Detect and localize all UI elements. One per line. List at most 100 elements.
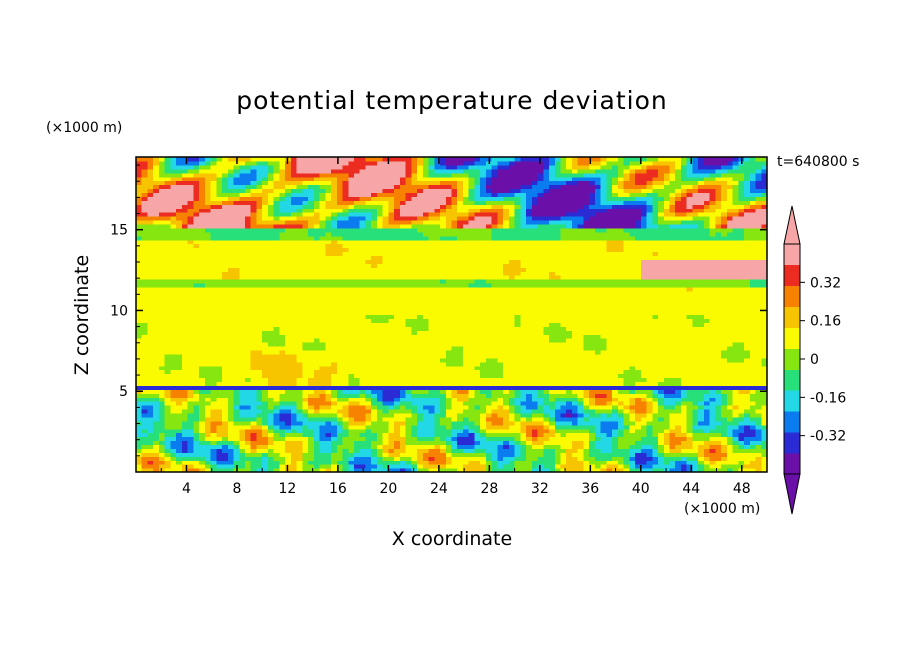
- contour-cell: [239, 255, 246, 260]
- contour-cell: [348, 310, 355, 316]
- contour-cell: [158, 227, 166, 233]
- contour-cell: [445, 393, 453, 398]
- contour-cell: [405, 428, 412, 434]
- contour-cell: [290, 235, 298, 241]
- contour-cell: [462, 220, 470, 225]
- contour-cell: [302, 428, 309, 434]
- contour-cell: [136, 208, 143, 213]
- contour-cell: [136, 204, 143, 209]
- contour-cell: [153, 342, 160, 347]
- contour-cell: [474, 235, 481, 241]
- contour-cell: [348, 440, 355, 446]
- contour-cell: [388, 373, 395, 379]
- contour-cell: [428, 184, 435, 190]
- contour-cell: [445, 243, 453, 249]
- contour-cell: [285, 208, 292, 213]
- contour-cell: [313, 338, 321, 343]
- contour-cell: [308, 302, 315, 308]
- contour-cell: [382, 369, 389, 375]
- contour-cell: [313, 416, 321, 422]
- contour-cell: [462, 401, 470, 406]
- contour-cell: [244, 251, 252, 257]
- contour-cell: [474, 456, 481, 461]
- contour-cell: [267, 200, 275, 205]
- contour-cell: [411, 235, 418, 241]
- contour-cell: [353, 397, 361, 402]
- contour-cell: [313, 326, 321, 331]
- contour-cell: [376, 216, 384, 221]
- contour-cell: [267, 243, 275, 249]
- contour-cell: [440, 184, 447, 190]
- contour-cell: [434, 302, 441, 308]
- contour-cell: [210, 440, 217, 446]
- contour-cell: [193, 259, 200, 264]
- contour-cell: [267, 247, 275, 253]
- contour-cell: [422, 283, 430, 288]
- contour-cell: [250, 326, 258, 331]
- contour-cell: [434, 157, 441, 162]
- contour-cell: [239, 247, 246, 253]
- contour-cell: [405, 338, 412, 343]
- contour-cell: [204, 157, 212, 162]
- contour-cell: [353, 436, 361, 442]
- contour-cell: [267, 464, 275, 469]
- contour-cell: [319, 168, 326, 174]
- contour-cell: [376, 330, 384, 335]
- contour-cell: [371, 369, 378, 375]
- contour-cell: [440, 231, 447, 237]
- contour-cell: [485, 409, 493, 414]
- contour-cell: [325, 468, 332, 472]
- contour-cell: [199, 342, 206, 347]
- contour-cell: [158, 468, 166, 472]
- contour-cell: [457, 172, 464, 178]
- contour-cell: [250, 361, 258, 367]
- contour-cell: [244, 267, 252, 272]
- contour-cell: [285, 184, 292, 190]
- contour-cell: [187, 180, 194, 186]
- contour-cell: [382, 346, 389, 351]
- contour-cell: [204, 444, 212, 449]
- contour-cell: [244, 306, 252, 312]
- contour-cell: [365, 247, 372, 253]
- contour-cell: [262, 464, 269, 469]
- contour-cell: [394, 192, 401, 197]
- contour-cell: [147, 235, 154, 241]
- contour-cell: [411, 401, 418, 406]
- contour-cell: [325, 389, 332, 394]
- contour-cell: [462, 160, 470, 166]
- contour-cell: [193, 428, 200, 434]
- contour-cell: [147, 184, 154, 190]
- contour-cell: [227, 373, 235, 379]
- contour-cell: [353, 259, 361, 264]
- contour-cell: [417, 464, 424, 469]
- contour-cell: [181, 314, 189, 320]
- contour-cell: [394, 322, 401, 327]
- contour-cell: [336, 401, 344, 406]
- contour-cell: [422, 440, 430, 446]
- contour-cell: [239, 184, 246, 190]
- contour-cell: [256, 389, 263, 394]
- contour-cell: [353, 346, 361, 351]
- contour-cell: [399, 259, 407, 264]
- contour-cell: [376, 283, 384, 288]
- contour-cell: [290, 192, 298, 197]
- contour-cell: [176, 255, 183, 260]
- contour-cell: [170, 393, 177, 398]
- contour-cell: [451, 184, 458, 190]
- contour-cell: [434, 271, 441, 276]
- contour-cell: [440, 294, 447, 300]
- contour-cell: [451, 314, 458, 320]
- contour-cell: [382, 353, 389, 359]
- contour-cell: [445, 279, 453, 284]
- contour-cell: [365, 397, 372, 402]
- contour-cell: [176, 353, 183, 359]
- contour-cell: [279, 223, 286, 229]
- contour-cell: [181, 349, 189, 355]
- contour-cell: [331, 239, 338, 245]
- contour-cell: [170, 416, 177, 422]
- contour-cell: [474, 196, 481, 201]
- contour-cell: [313, 310, 321, 316]
- contour-cell: [176, 349, 183, 355]
- contour-cell: [325, 330, 332, 335]
- contour-cell: [250, 243, 258, 249]
